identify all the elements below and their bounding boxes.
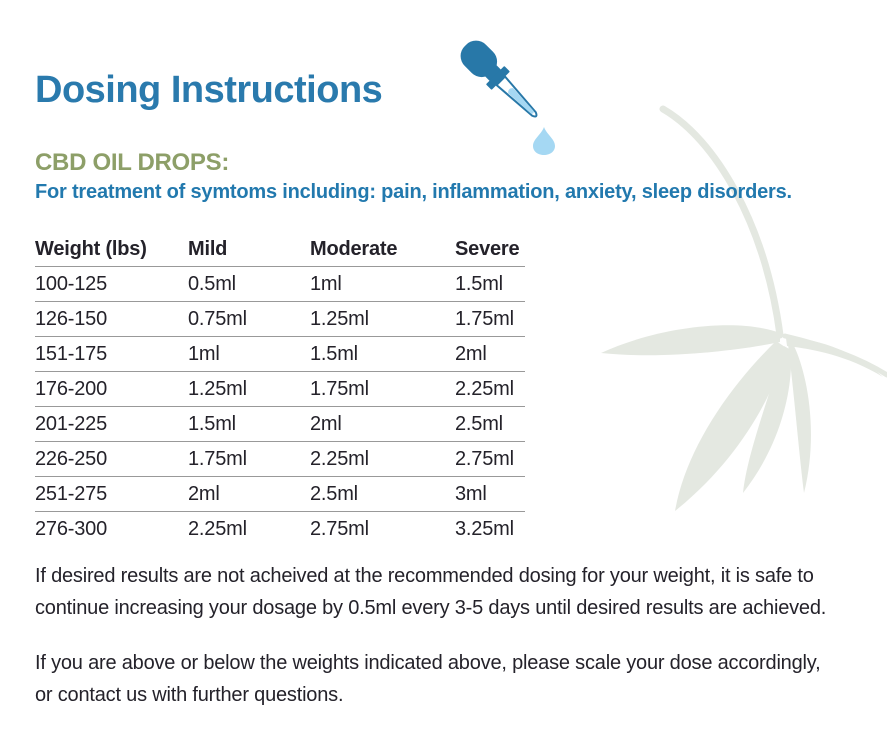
dose-cell: 2.5ml (455, 406, 525, 442)
column-header-mild: Mild (188, 232, 310, 267)
dose-cell: 2.25ml (310, 441, 455, 477)
dose-cell: 2ml (310, 406, 455, 442)
column-header-weight: Weight (lbs) (35, 232, 188, 267)
dose-cell: 1.75ml (188, 441, 310, 477)
dose-cell: 1ml (188, 336, 310, 372)
eyedropper-icon (450, 30, 560, 140)
dose-cell: 0.5ml (188, 266, 310, 302)
hemp-leaf-decoration-icon (601, 105, 887, 511)
dose-cell: 2.25ml (455, 371, 525, 407)
table-row: 100-125 0.5ml 1ml 1.5ml (35, 266, 525, 302)
column-header-moderate: Moderate (310, 232, 455, 267)
weight-range-cell: 100-125 (35, 266, 188, 302)
dose-cell: 2.5ml (310, 476, 455, 512)
dose-cell: 1.5ml (188, 406, 310, 442)
dose-cell: 3.25ml (455, 517, 514, 540)
weight-range-cell: 201-225 (35, 406, 188, 442)
weight-range-cell: 276-300 (35, 517, 107, 540)
weight-range-cell: 126-150 (35, 301, 188, 337)
dose-cell: 2ml (188, 476, 310, 512)
drop-icon (533, 127, 555, 155)
table-row: 176-200 1.25ml 1.75ml 2.25ml (35, 371, 525, 407)
dose-cell: 1.5ml (455, 266, 525, 302)
note-line: or contact us with further questions. (35, 684, 344, 706)
dose-cell: 1.5ml (310, 336, 455, 372)
dose-cell: 2.25ml (188, 517, 247, 540)
table-row: 276-300 2.25ml 2.75ml 3.25ml (35, 512, 525, 547)
note-line: If you are above or below the weights in… (35, 652, 821, 674)
dose-cell: 1.25ml (310, 301, 455, 337)
weight-range-cell: 251-275 (35, 476, 188, 512)
table-row: 126-150 0.75ml 1.25ml 1.75ml (35, 301, 525, 337)
dosing-note-paragraph: If desired results are not acheived at t… (35, 560, 826, 624)
table-row: 251-275 2ml 2.5ml 3ml (35, 476, 525, 512)
table-row: 226-250 1.75ml 2.25ml 2.75ml (35, 441, 525, 477)
dose-cell: 1.75ml (310, 371, 455, 407)
dose-cell: 3ml (455, 476, 525, 512)
dose-cell: 0.75ml (188, 301, 310, 337)
dose-cell: 2.75ml (310, 517, 369, 540)
dose-cell: 2.75ml (455, 441, 525, 477)
scaling-note-paragraph: If you are above or below the weights in… (35, 647, 821, 711)
column-header-severe: Severe (455, 232, 525, 267)
weight-range-cell: 176-200 (35, 371, 188, 407)
table-header-row: Weight (lbs) Mild Moderate Severe (35, 232, 525, 267)
table-row: 151-175 1ml 1.5ml 2ml (35, 336, 525, 372)
page-title: Dosing Instructions (35, 69, 383, 112)
section-heading: CBD OIL DROPS: (35, 148, 230, 176)
note-line: If desired results are not acheived at t… (35, 565, 814, 587)
table-row: 201-225 1.5ml 2ml 2.5ml (35, 406, 525, 442)
dose-cell: 1.75ml (455, 301, 525, 337)
dose-cell: 1.25ml (188, 371, 310, 407)
weight-range-cell: 226-250 (35, 441, 188, 477)
dose-cell: 2ml (455, 336, 525, 372)
dose-cell: 1ml (310, 266, 455, 302)
treatment-subtitle: For treatment of symtoms including: pain… (35, 181, 792, 203)
note-line: continue increasing your dosage by 0.5ml… (35, 597, 827, 619)
weight-range-cell: 151-175 (35, 336, 188, 372)
dosing-table: Weight (lbs) Mild Moderate Severe 100-12… (35, 232, 525, 546)
